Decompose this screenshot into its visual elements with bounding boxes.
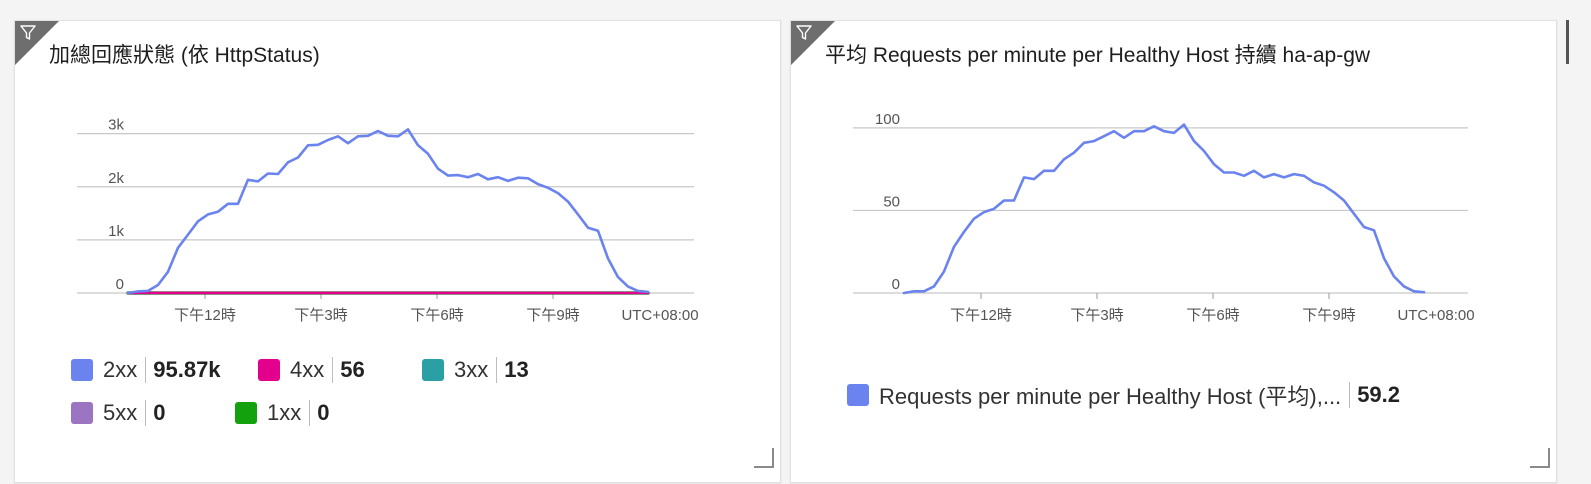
requests-per-host-chart: 0 50 100 下午12時 下午3時 下午6時 下午9時 UTC+08:00	[791, 21, 1558, 484]
legend-series-name: Requests per minute per Healthy Host (平均…	[879, 379, 1341, 411]
legend-swatch	[422, 359, 444, 381]
y-tick-label: 3k	[108, 117, 124, 134]
legend-item[interactable]: 4xx 56	[258, 357, 365, 383]
legend-series-name: 2xx	[103, 357, 137, 383]
requests-per-host-tile[interactable]: 平均 Requests per minute per Healthy Host …	[790, 20, 1557, 483]
timezone-label: UTC+08:00	[1397, 307, 1474, 324]
x-tick-label: 下午12時	[174, 307, 236, 324]
legend-swatch	[847, 384, 869, 406]
x-tick-label: 下午6時	[410, 307, 463, 324]
timezone-label: UTC+08:00	[621, 307, 698, 324]
legend-separator	[145, 400, 146, 426]
legend-separator	[309, 400, 310, 426]
legend-series-value: 13	[504, 357, 528, 383]
legend-series-name: 1xx	[267, 400, 301, 426]
legend-item[interactable]: Requests per minute per Healthy Host (平均…	[847, 379, 1400, 411]
legend-swatch	[235, 402, 257, 424]
legend-series-value: 0	[153, 400, 165, 426]
series-line-requests-per-minute-per-healthy-host-	[904, 125, 1424, 293]
y-tick-label: 2k	[108, 170, 124, 187]
legend-series-name: 4xx	[290, 357, 324, 383]
legend-separator	[1349, 382, 1350, 408]
legend-item[interactable]: 1xx 0	[235, 400, 330, 426]
y-tick-label: 100	[875, 111, 900, 128]
legend-series-value: 95.87k	[153, 357, 220, 383]
legend-series-name: 5xx	[103, 400, 137, 426]
y-tick-label: 0	[116, 276, 124, 293]
x-tick-label: 下午9時	[526, 307, 579, 324]
x-tick-label: 下午9時	[1302, 307, 1355, 324]
legend-series-value: 59.2	[1357, 382, 1400, 408]
legend-swatch	[258, 359, 280, 381]
legend-item[interactable]: 5xx 0	[71, 400, 166, 426]
legend-series-value: 56	[340, 357, 364, 383]
x-tick-label: 下午6時	[1186, 307, 1239, 324]
scrollbar-edge[interactable]	[1566, 20, 1569, 64]
x-tick-label: 下午12時	[950, 307, 1012, 324]
legend-swatch	[71, 359, 93, 381]
y-tick-label: 1k	[108, 223, 124, 240]
legend-series-value: 0	[317, 400, 329, 426]
legend-swatch	[71, 402, 93, 424]
legend-item[interactable]: 3xx 13	[422, 357, 529, 383]
legend-series-name: 3xx	[454, 357, 488, 383]
y-tick-label: 0	[892, 276, 900, 293]
legend-separator	[332, 357, 333, 383]
resize-handle-icon[interactable]	[1530, 448, 1550, 468]
x-tick-label: 下午3時	[294, 307, 347, 324]
x-tick-label: 下午3時	[1070, 307, 1123, 324]
legend-separator	[145, 357, 146, 383]
series-line-2xx	[128, 129, 648, 293]
y-tick-label: 50	[883, 193, 900, 210]
legend-separator	[496, 357, 497, 383]
legend-item[interactable]: 2xx 95.87k	[71, 357, 221, 383]
resize-handle-icon[interactable]	[754, 448, 774, 468]
